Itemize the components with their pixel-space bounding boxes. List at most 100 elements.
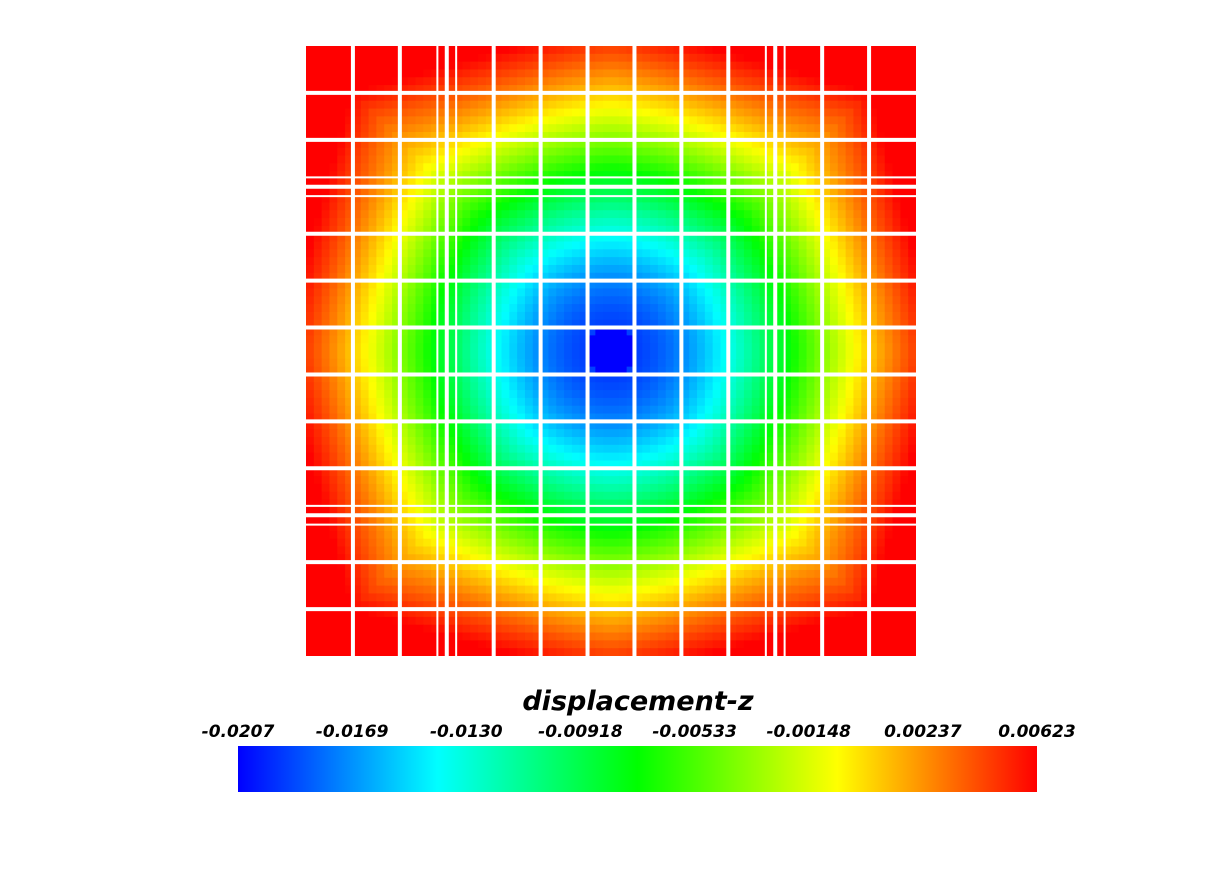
field-cell	[517, 186, 526, 196]
field-cell	[501, 421, 510, 430]
field-cell	[720, 85, 729, 94]
field-cell	[313, 186, 323, 196]
field-cell	[415, 249, 424, 258]
field-cell	[697, 280, 706, 290]
field-cell	[423, 507, 432, 516]
field-cell	[313, 288, 323, 297]
field-cell	[313, 515, 323, 524]
field-cell	[681, 468, 690, 477]
field-cell	[337, 296, 346, 305]
field-cell	[790, 468, 800, 477]
field-cell	[438, 272, 448, 282]
field-cell	[743, 460, 753, 469]
field-cell	[360, 358, 370, 368]
field-cell	[736, 272, 745, 282]
field-cell	[360, 507, 370, 516]
field-cell	[306, 319, 315, 329]
field-cell	[376, 108, 385, 117]
field-cell	[837, 280, 847, 290]
field-cell	[829, 194, 839, 204]
field-cell	[603, 343, 612, 352]
field-cell	[548, 327, 557, 336]
field-cell	[345, 132, 354, 141]
field-cell	[845, 304, 855, 313]
field-cell	[869, 264, 878, 274]
field-cell	[681, 382, 690, 391]
field-cell	[634, 257, 643, 266]
field-cell	[689, 538, 698, 548]
field-cell	[767, 257, 776, 266]
field-cell	[837, 92, 847, 102]
field-cell	[618, 108, 628, 117]
field-cell	[564, 343, 573, 352]
field-cell	[399, 452, 409, 462]
field-cell	[579, 264, 589, 274]
field-cell	[689, 335, 698, 344]
field-cell	[454, 280, 464, 290]
field-cell	[759, 100, 769, 110]
field-cell	[556, 429, 565, 438]
field-cell	[462, 554, 471, 563]
field-cell	[470, 468, 479, 477]
field-cell	[837, 249, 847, 258]
field-cell	[634, 288, 643, 297]
field-cell	[532, 343, 542, 352]
field-cell	[845, 186, 855, 196]
field-cell	[759, 304, 769, 313]
field-cell	[869, 374, 878, 383]
field-cell	[595, 499, 604, 509]
field-cell	[751, 429, 761, 438]
field-cell	[517, 523, 526, 532]
field-cell	[540, 343, 550, 352]
field-cell	[431, 382, 440, 391]
field-cell	[501, 233, 510, 243]
field-cell	[767, 444, 776, 454]
field-cell	[869, 163, 878, 172]
field-cell	[665, 116, 675, 125]
field-cell	[720, 460, 729, 469]
field-cell	[689, 85, 698, 94]
field-cell	[360, 280, 370, 290]
field-cell	[876, 171, 886, 180]
field-cell	[712, 257, 722, 266]
field-cell	[493, 405, 503, 415]
field-cell	[650, 476, 659, 485]
field-cell	[900, 390, 909, 399]
field-cell	[822, 429, 831, 438]
field-cell	[790, 249, 800, 258]
field-cell	[485, 53, 495, 63]
field-cell	[384, 296, 393, 305]
field-cell	[728, 288, 737, 297]
field-cell	[501, 343, 510, 352]
field-cell	[829, 139, 839, 149]
field-cell	[751, 343, 761, 352]
field-cell	[571, 241, 581, 250]
field-cell	[697, 92, 706, 102]
field-cell	[798, 296, 808, 305]
field-cell	[595, 468, 604, 477]
field-cell	[376, 554, 385, 563]
field-cell	[462, 264, 471, 274]
field-cell	[579, 296, 589, 305]
field-cell	[837, 194, 847, 204]
field-cell	[697, 139, 706, 149]
field-cell	[626, 468, 636, 477]
field-cell	[595, 397, 604, 407]
field-cell	[712, 249, 722, 258]
field-cell	[876, 132, 886, 141]
field-cell	[829, 46, 839, 55]
field-cell	[329, 491, 338, 501]
field-cell	[313, 264, 323, 274]
field-cell	[368, 288, 377, 297]
field-cell	[736, 108, 745, 117]
field-cell	[751, 69, 761, 78]
field-cell	[493, 155, 503, 164]
field-cell	[571, 421, 581, 430]
field-cell	[501, 210, 510, 219]
field-cell	[313, 85, 323, 94]
field-cell	[704, 374, 714, 383]
field-cell	[306, 171, 315, 180]
field-cell	[564, 335, 573, 344]
field-cell	[892, 499, 901, 509]
field-cell	[337, 483, 346, 493]
